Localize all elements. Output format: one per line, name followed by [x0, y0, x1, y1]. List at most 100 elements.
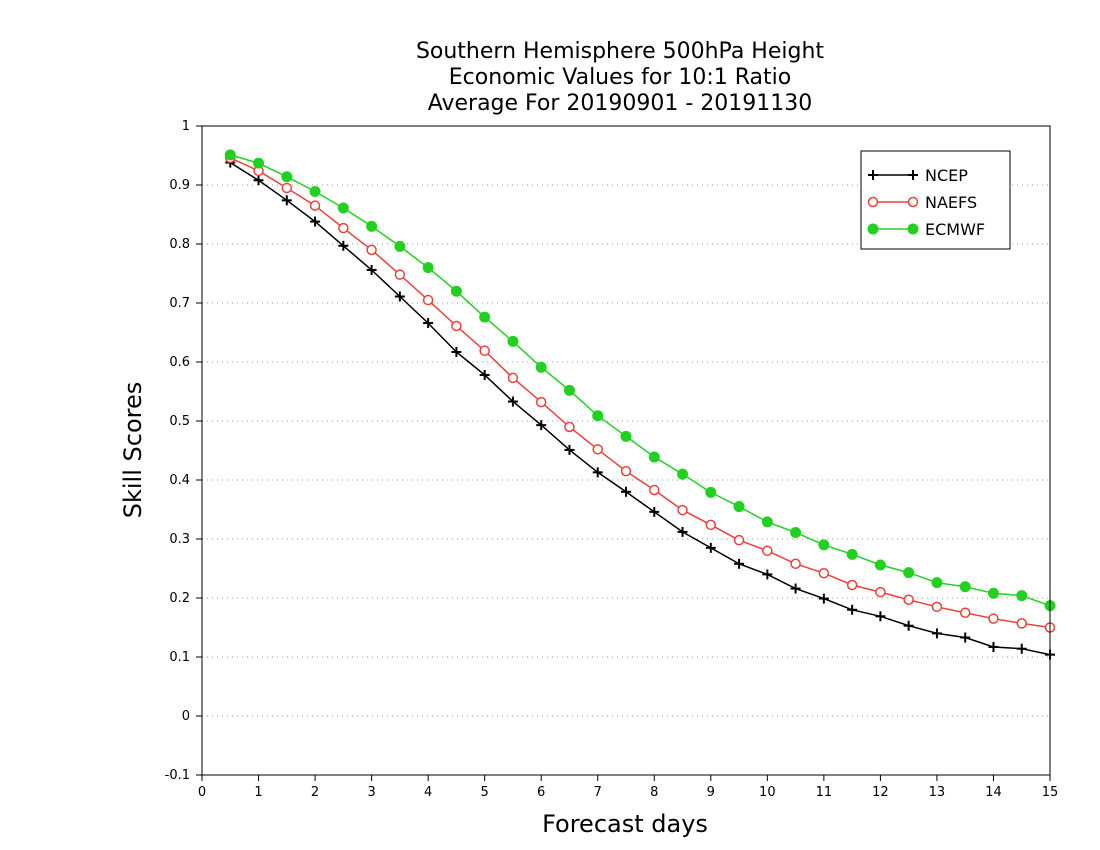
data-point-ncep: [366, 264, 377, 275]
legend-label: ECMWF: [925, 220, 985, 239]
data-point-ncep: [479, 369, 490, 380]
y-tick-label: 0.1: [169, 650, 190, 665]
y-tick-label: 0.5: [169, 414, 190, 429]
data-point-ecmwf: [987, 587, 999, 599]
data-point-ncep: [564, 444, 575, 455]
x-tick-label: 6: [537, 785, 545, 800]
series-naefs: [225, 152, 1056, 633]
data-point-naefs: [507, 372, 519, 384]
y-tick-label: 0.7: [169, 296, 190, 311]
y-tick-label: 1: [182, 119, 190, 134]
x-tick-label: 5: [481, 785, 489, 800]
legend-label: NCEP: [925, 166, 968, 185]
y-tick-label: 0.8: [169, 237, 190, 252]
x-tick-label: 15: [1042, 785, 1059, 800]
data-point-ncep: [536, 420, 547, 431]
gridlines: [202, 184, 1050, 717]
data-point-naefs: [535, 396, 547, 408]
data-point-ecmwf: [422, 262, 434, 274]
data-point-naefs: [422, 294, 434, 306]
x-axis-label: Forecast days: [542, 810, 708, 838]
data-point-naefs: [762, 545, 773, 557]
data-point-ncep: [734, 558, 745, 569]
data-point-ecmwf: [790, 527, 802, 539]
data-point-ecmwf: [931, 577, 943, 589]
y-tick-label: 0.2: [169, 591, 190, 606]
data-point-naefs: [903, 594, 914, 606]
data-point-ecmwf: [818, 539, 830, 551]
data-point-naefs: [875, 586, 886, 598]
data-point-ecmwf: [366, 220, 378, 232]
y-tick-label: 0.6: [169, 355, 190, 370]
legend-box: [860, 150, 1011, 250]
legend-marker: [867, 223, 879, 235]
data-point-ecmwf: [874, 559, 886, 571]
data-point-naefs: [931, 601, 943, 613]
data-point-naefs: [592, 444, 603, 455]
x-tick-label: 13: [929, 785, 946, 800]
data-point-ncep: [423, 318, 434, 329]
x-tick-label: 14: [985, 785, 1002, 800]
data-point-ecmwf: [620, 430, 632, 442]
data-point-naefs: [620, 465, 632, 477]
data-point-ncep: [621, 486, 631, 497]
data-point-naefs: [394, 269, 406, 280]
legend-label: NAEFS: [925, 193, 977, 212]
chart-title-line-2: Economic Values for 10:1 Ratio: [449, 65, 791, 90]
data-point-ncep: [338, 240, 349, 251]
data-point-naefs: [959, 607, 971, 618]
x-tick-label: 11: [816, 785, 833, 800]
plot-frame: [201, 125, 1051, 776]
x-axis: 0 1 2 3 4 5 6 7 8 9 10 11 12 13 14 15: [198, 775, 1058, 800]
data-point-ncep: [677, 526, 688, 537]
chart-title-line-1: Southern Hemisphere 500hPa Height: [416, 39, 824, 64]
data-point-naefs: [281, 182, 293, 194]
data-point-ncep: [818, 593, 829, 604]
x-tick-label: 0: [198, 785, 206, 800]
data-point-ecmwf: [705, 486, 717, 498]
legend-marker: [907, 196, 919, 208]
data-point-ncep: [705, 542, 716, 553]
data-point-ecmwf: [224, 149, 236, 161]
x-tick-label: 2: [311, 785, 319, 800]
data-point-ncep: [762, 569, 773, 580]
data-point-ncep: [875, 611, 886, 622]
x-tick-label: 1: [254, 785, 262, 800]
data-point-naefs: [564, 421, 575, 433]
data-point-ecmwf: [677, 468, 689, 480]
y-axis: -0.1 0 0.1 0.2 0.3 0.4 0.5 0.6 0.7 0.8 0.9 1: [165, 119, 202, 783]
data-point-ecmwf: [761, 516, 773, 528]
data-point-naefs: [309, 200, 321, 211]
y-tick-label: -0.1: [165, 768, 190, 783]
x-tick-label: 9: [707, 785, 715, 800]
data-point-naefs: [649, 484, 660, 496]
data-point-ncep: [931, 628, 942, 639]
data-point-ncep: [988, 641, 999, 652]
data-point-ecmwf: [309, 185, 321, 197]
legend-marker: [867, 196, 879, 208]
data-point-naefs: [733, 534, 745, 546]
x-tick-label: 12: [872, 785, 889, 800]
data-point-ecmwf: [846, 548, 858, 560]
data-point-naefs: [1016, 618, 1027, 629]
data-point-ecmwf: [733, 501, 745, 513]
y-tick-label: 0.9: [169, 178, 190, 193]
data-point-ncep: [394, 291, 405, 302]
x-tick-label: 4: [424, 785, 432, 800]
data-point-naefs: [677, 504, 688, 516]
data-point-ncep: [790, 583, 801, 594]
legend-item-ecmwf: ECMWF: [867, 220, 985, 239]
data-point-ecmwf: [1016, 590, 1028, 602]
data-point-ncep: [281, 195, 292, 206]
data-point-ecmwf: [253, 157, 265, 169]
data-point-naefs: [846, 579, 858, 591]
data-point-ncep: [1016, 643, 1027, 654]
data-point-ncep: [451, 346, 462, 357]
data-point-naefs: [479, 345, 490, 357]
data-point-ncep: [592, 467, 603, 478]
data-point-ecmwf: [592, 410, 604, 422]
chart-title-line-3: Average For 20190901 - 20191130: [428, 91, 813, 116]
data-point-ecmwf: [281, 171, 293, 183]
x-tick-label: 10: [759, 785, 776, 800]
